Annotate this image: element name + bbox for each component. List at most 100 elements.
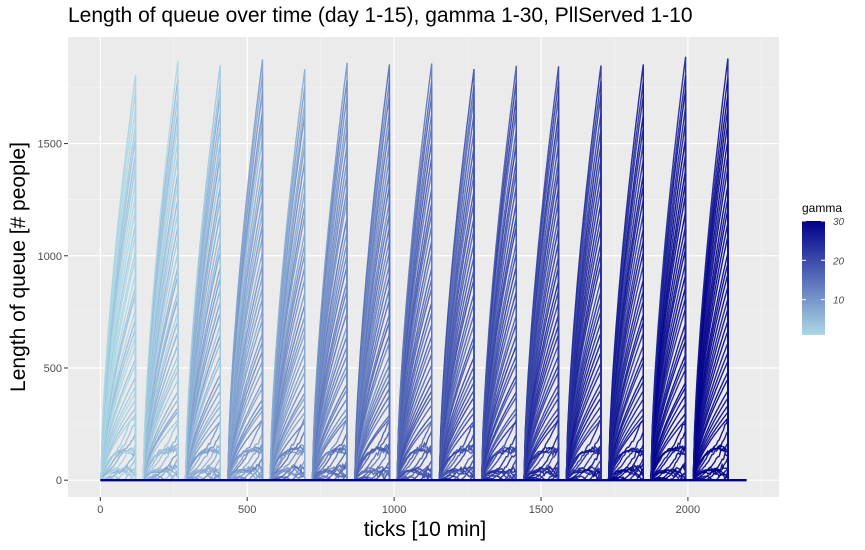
series-line xyxy=(438,411,475,481)
series-line xyxy=(311,447,348,481)
series-line xyxy=(311,325,348,481)
series-line xyxy=(396,63,433,481)
series-line xyxy=(311,62,348,481)
series-line xyxy=(269,469,306,481)
series-line xyxy=(692,58,729,481)
legend-ticks: 10 20 30 xyxy=(802,217,845,307)
series-line xyxy=(481,444,517,481)
series-line xyxy=(692,371,729,481)
y-axis-title: Length of queue [# people] xyxy=(7,142,30,392)
series-line xyxy=(100,376,137,481)
series-line xyxy=(142,397,179,481)
series-line xyxy=(438,420,475,481)
x-tick-label: 2000 xyxy=(676,504,700,516)
series-line xyxy=(184,374,221,481)
series-line xyxy=(438,468,475,481)
x-axis-title: ticks [10 min] xyxy=(364,518,487,541)
series-line xyxy=(565,362,602,481)
x-tick-label: 1000 xyxy=(382,504,406,516)
series-line xyxy=(481,446,517,481)
series-line xyxy=(523,355,560,481)
series-line xyxy=(100,383,137,481)
series-line xyxy=(481,433,517,481)
series-line xyxy=(692,417,729,481)
legend: gamma 10 20 30 xyxy=(802,201,845,335)
series-line xyxy=(650,411,687,481)
series-line xyxy=(607,356,644,481)
legend-tick-label: 10 xyxy=(833,296,845,307)
series-line xyxy=(607,64,644,481)
series-line xyxy=(438,442,475,481)
series-line xyxy=(311,412,348,481)
series-line xyxy=(650,447,687,481)
series-line xyxy=(565,447,602,481)
series-line xyxy=(311,466,348,481)
series-line xyxy=(438,419,475,481)
series-line xyxy=(396,364,433,481)
series-line xyxy=(142,60,179,481)
series-line xyxy=(523,447,560,481)
series-line xyxy=(142,405,179,481)
series-line xyxy=(565,449,602,481)
series-line xyxy=(438,453,475,481)
series-line xyxy=(650,444,687,481)
series-line xyxy=(396,469,433,481)
series-line xyxy=(396,374,433,481)
series-line xyxy=(269,69,306,481)
series-line xyxy=(650,56,687,481)
series-line xyxy=(650,392,687,481)
series-line xyxy=(269,382,306,481)
series-line xyxy=(438,404,475,481)
legend-title: gamma xyxy=(802,201,842,215)
series-line xyxy=(565,65,602,481)
series-line xyxy=(396,383,433,481)
series-line xyxy=(184,411,221,481)
series-line xyxy=(607,413,644,481)
series-line xyxy=(692,410,729,481)
series-line xyxy=(184,443,221,481)
series-line xyxy=(523,433,560,481)
series-line xyxy=(608,464,644,481)
series-line xyxy=(142,444,179,481)
series-line xyxy=(354,393,391,481)
series-line xyxy=(565,395,602,481)
series-line xyxy=(523,405,560,481)
series-line xyxy=(650,323,687,481)
series-line xyxy=(396,402,433,481)
series-line xyxy=(142,418,179,481)
series-line xyxy=(565,380,602,481)
series-line xyxy=(438,68,475,481)
legend-tick-label: 30 xyxy=(833,217,845,228)
series-line xyxy=(650,354,687,481)
series-line xyxy=(100,405,137,481)
series-line xyxy=(650,379,687,481)
series-line xyxy=(607,431,644,481)
series-line xyxy=(354,421,391,481)
series-line xyxy=(692,468,729,481)
legend-colorbar xyxy=(802,221,825,335)
series-line xyxy=(692,444,729,481)
y-tick-label: 0 xyxy=(56,475,62,487)
series-line xyxy=(100,398,137,481)
series-line xyxy=(354,334,391,481)
series-line xyxy=(100,412,137,481)
series-line xyxy=(311,446,348,481)
series-line xyxy=(142,433,179,481)
series-line xyxy=(692,446,729,481)
x-tick-label: 500 xyxy=(238,504,256,516)
series-line xyxy=(396,413,433,481)
series-line xyxy=(396,448,433,481)
series-line xyxy=(650,445,687,481)
series-line xyxy=(269,420,306,481)
chart-title: Length of queue over time (day 1-15), ga… xyxy=(68,4,693,27)
series-line xyxy=(184,388,221,481)
series-line xyxy=(311,459,348,481)
series-line xyxy=(142,389,179,481)
series-line xyxy=(523,418,560,481)
series-line xyxy=(650,418,687,481)
series-line xyxy=(481,389,517,481)
series-line xyxy=(100,449,137,481)
series-line xyxy=(692,403,729,481)
series-line xyxy=(227,448,264,481)
